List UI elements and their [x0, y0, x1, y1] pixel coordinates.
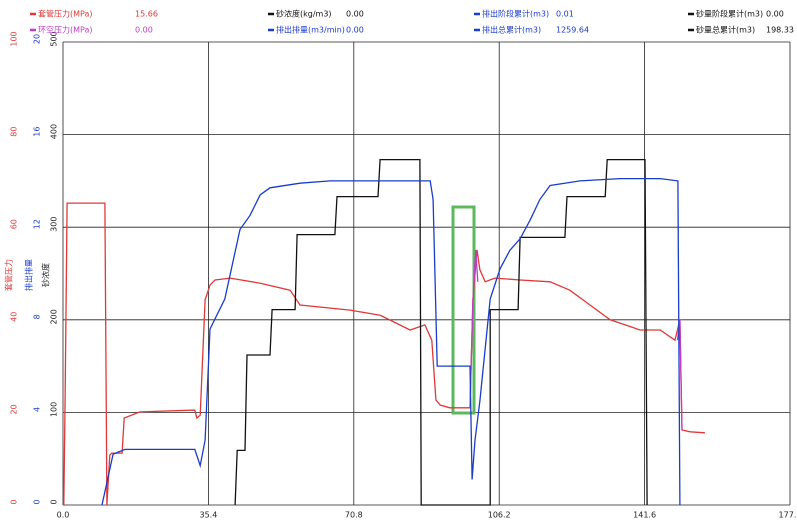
series-line — [101, 177, 681, 506]
legend-label: 套管压力(MPa) — [38, 9, 93, 19]
readout-value: 0.01 — [556, 10, 574, 19]
readout-value: 198.33 — [766, 26, 794, 35]
series-line — [469, 249, 479, 408]
y-tick-label: 400 — [50, 124, 59, 139]
readout-value: 0.00 — [135, 26, 153, 35]
x-tick-label: 106.2 — [488, 511, 511, 520]
x-tick-label: 141.6 — [633, 511, 656, 520]
series-line — [234, 158, 648, 506]
legend-label: 环空压力(MPa) — [38, 25, 93, 35]
y-tick-label: 8 — [33, 314, 42, 319]
y-tick-label: 80 — [10, 127, 19, 137]
legend-label: 排出排量(m3/min) — [276, 25, 345, 35]
y-tick-label: 16 — [33, 127, 42, 137]
y-tick-label: 100 — [50, 402, 59, 417]
x-tick-label: 0.0 — [57, 511, 70, 520]
axis-title: 排出排量 — [24, 259, 34, 291]
y-tick-label: 0 — [50, 499, 59, 504]
y-tick-label: 100 — [10, 31, 19, 46]
y-tick-label: 4 — [33, 407, 42, 412]
y-tick-label: 20 — [33, 34, 42, 44]
y-tick-label: 12 — [33, 219, 42, 229]
x-tick-label: 35.4 — [199, 511, 217, 520]
y-tick-label: 200 — [50, 309, 59, 324]
legend-label: 排出总累计(m3) — [482, 25, 541, 35]
highlight-box — [451, 205, 476, 415]
axis-title: 砂浓度 — [41, 263, 51, 287]
legend-label: 排出阶段累计(m3) — [482, 9, 549, 19]
readout-value: 1259.64 — [556, 26, 589, 35]
readout-value: 15.66 — [135, 10, 158, 19]
y-tick-label: 500 — [50, 31, 59, 46]
y-tick-label: 60 — [10, 219, 19, 229]
readout-value: 0.00 — [766, 10, 784, 19]
y-tick-label: 0 — [10, 499, 19, 504]
legend-label: 砂量总累计(m3) — [696, 25, 755, 35]
readout-value: 0.00 — [346, 10, 364, 19]
readout-value: 0.00 — [346, 26, 364, 35]
y-tick-label: 0 — [33, 499, 42, 504]
axis-title: 套管压力 — [4, 259, 14, 291]
x-tick-label: 70.8 — [345, 511, 363, 520]
x-tick-label: 177.0 — [779, 511, 797, 520]
y-tick-label: 40 — [10, 312, 19, 322]
legend-label: 砂量阶段累计(m3) — [696, 9, 763, 19]
y-tick-label: 300 — [50, 217, 59, 232]
legend-label: 砂浓度(kg/m3) — [276, 9, 332, 19]
y-tick-label: 20 — [10, 404, 19, 414]
series-line — [63, 202, 706, 506]
